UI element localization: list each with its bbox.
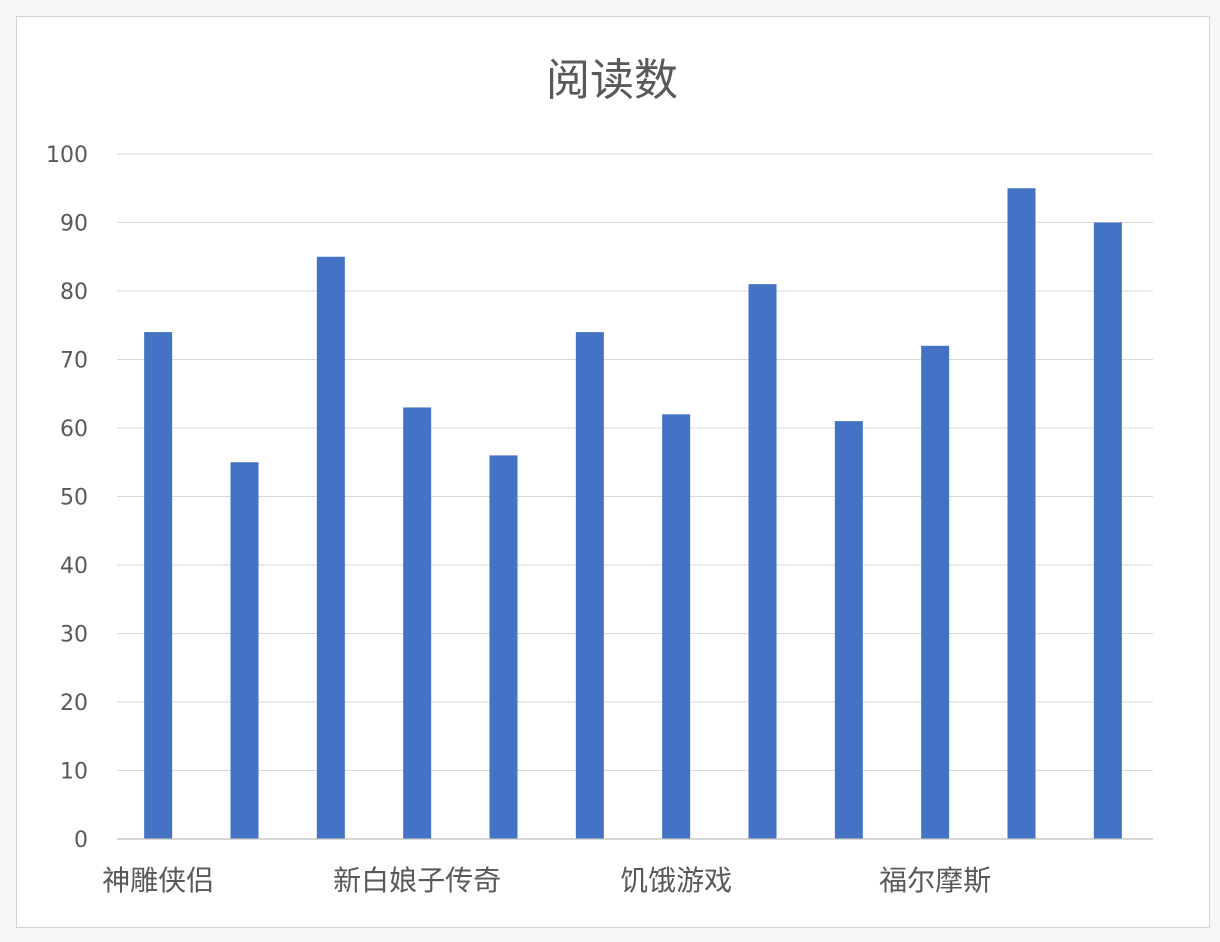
bar: [316, 256, 345, 839]
gridlines: [117, 153, 1153, 771]
x-category-label: 新白娘子传奇: [333, 864, 501, 897]
x-category-label: 饥饿游戏: [620, 864, 732, 897]
chart-title: 阅读数: [546, 55, 678, 106]
y-tick-label: 70: [60, 349, 88, 374]
bar: [403, 407, 432, 839]
y-tick-label: 50: [60, 486, 88, 511]
y-tick-label: 20: [60, 691, 88, 716]
bar: [921, 345, 950, 839]
y-tick-label: 10: [60, 760, 88, 785]
y-tick-label: 80: [60, 280, 88, 305]
x-category-label: 福尔摩斯: [879, 864, 991, 897]
bar: [575, 332, 604, 839]
bar: [748, 284, 777, 839]
y-tick-label: 40: [60, 554, 88, 579]
y-tick-label: 0: [74, 828, 88, 853]
bar: [144, 332, 173, 839]
x-category-label: 神雕侠侣: [102, 864, 214, 897]
bar: [1007, 188, 1036, 839]
bar: [662, 414, 691, 839]
bar: [1093, 222, 1122, 839]
y-tick-label: 30: [60, 623, 88, 648]
y-axis-tick-labels: 0 10 20 30 40 50 60 70 80 90 100: [46, 143, 88, 853]
x-axis-category-labels: 神雕侠侣 新白娘子传奇 饥饿游戏 福尔摩斯: [102, 864, 991, 897]
y-tick-label: 90: [60, 212, 88, 237]
bar: [489, 455, 518, 839]
y-tick-label: 100: [46, 143, 88, 168]
bar: [230, 462, 259, 839]
bar: [834, 421, 863, 839]
y-tick-label: 60: [60, 417, 88, 442]
bars: [144, 188, 1122, 839]
